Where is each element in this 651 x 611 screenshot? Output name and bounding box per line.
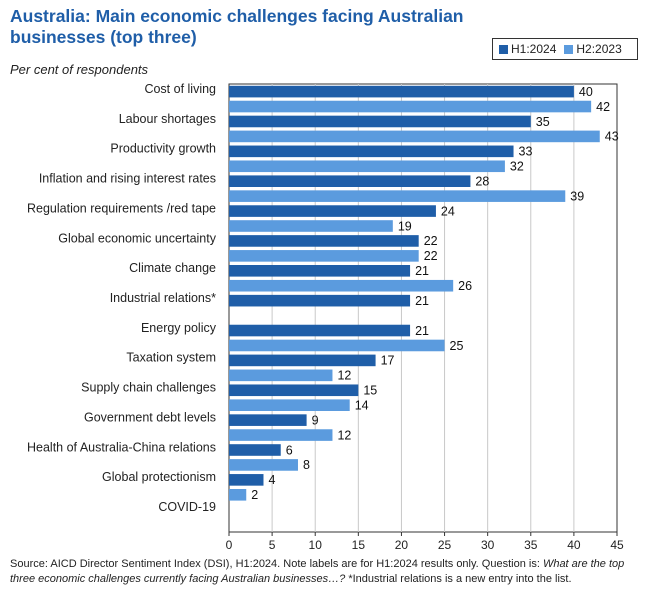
- bar-h2-2023: [229, 190, 566, 202]
- bar-h1-2024: [229, 354, 376, 367]
- x-tick-label: 10: [309, 538, 323, 552]
- category-label: Supply chain challenges: [81, 381, 216, 395]
- bar-h1-2024: [229, 414, 307, 426]
- bar-h2-2023: [229, 160, 505, 173]
- x-tick-label: 25: [438, 538, 452, 552]
- data-label-h1-2024: 6: [286, 443, 293, 457]
- bar-h1-2024: [229, 115, 531, 128]
- bar-h1-2024: [229, 175, 471, 187]
- category-label: Energy policy: [141, 321, 217, 335]
- chart-title: Australia: Main economic challenges faci…: [10, 6, 464, 47]
- data-label-h1-2024: 22: [424, 234, 438, 248]
- x-tick-label: 20: [395, 538, 409, 552]
- bar-h1-2024: [229, 444, 281, 456]
- bar-h1-2024: [229, 145, 514, 158]
- x-tick-label: 5: [269, 538, 276, 552]
- category-label: Regulation requirements /red tape: [27, 201, 216, 215]
- legend: H1:2024 H2:2023: [492, 38, 638, 60]
- data-label-h1-2024: 15: [363, 384, 377, 398]
- data-label-h1-2024: 24: [441, 204, 455, 218]
- bar-h1-2024: [229, 235, 419, 247]
- bar-h1-2024: [229, 85, 574, 98]
- source-note: Source: AICD Director Sentiment Index (D…: [10, 557, 642, 587]
- data-label-h2-2023: 26: [458, 279, 472, 293]
- data-label-h1-2024: 4: [268, 473, 275, 487]
- data-label-h2-2023: 12: [337, 369, 351, 383]
- data-label-h1-2024: 21: [415, 294, 429, 308]
- source-text: Source: AICD Director Sentiment Index (D…: [10, 558, 543, 570]
- source-question: What are the top three economic challeng…: [10, 558, 625, 585]
- bar-h2-2023: [229, 339, 445, 352]
- x-tick-label: 45: [610, 538, 624, 552]
- data-label-h1-2024: 17: [381, 354, 395, 368]
- data-label-h2-2023: 2: [251, 488, 258, 502]
- legend-label-h2-2023: H2:2023: [576, 42, 622, 56]
- data-label-h1-2024: 28: [475, 175, 489, 189]
- bar-h1-2024: [229, 294, 411, 307]
- data-label-h1-2024: 33: [519, 145, 533, 159]
- data-label-h2-2023: 32: [510, 160, 524, 174]
- data-label-h1-2024: 9: [312, 413, 319, 427]
- data-label-h2-2023: 12: [337, 428, 351, 442]
- x-tick-label: 35: [524, 538, 538, 552]
- data-label-h2-2023: 42: [596, 100, 610, 114]
- category-label: Global protectionism: [102, 470, 216, 484]
- data-label-h2-2023: 19: [398, 219, 412, 233]
- bar-h2-2023: [229, 100, 592, 113]
- bar-h2-2023: [229, 130, 600, 143]
- data-label-h2-2023: 14: [355, 399, 369, 413]
- category-label: Taxation system: [126, 351, 216, 365]
- bar-h2-2023: [229, 459, 298, 471]
- bar-h1-2024: [229, 205, 436, 217]
- data-label-h2-2023: 22: [424, 249, 438, 263]
- legend-item-h1-2024: H1:2024: [499, 42, 556, 56]
- source-footnote: *Industrial relations is a new entry int…: [345, 573, 572, 585]
- data-label-h2-2023: 8: [303, 458, 310, 472]
- category-label: Cost of living: [144, 82, 216, 96]
- category-label: Global economic uncertainty: [58, 231, 216, 245]
- category-label: Industrial relations*: [110, 291, 216, 305]
- data-label-h1-2024: 21: [415, 264, 429, 278]
- bar-h2-2023: [229, 429, 333, 441]
- data-label-h1-2024: 35: [536, 115, 550, 129]
- category-label: Government debt levels: [84, 410, 216, 424]
- data-label-h2-2023: 39: [570, 189, 584, 203]
- legend-swatch-h1-2024: [499, 44, 508, 54]
- legend-item-h2-2023: H2:2023: [564, 42, 622, 56]
- bar-h2-2023: [229, 489, 247, 501]
- legend-swatch-h2-2023: [564, 44, 574, 54]
- bar-h1-2024: [229, 265, 411, 277]
- bar-h2-2023: [229, 220, 393, 232]
- bar-h2-2023: [229, 279, 454, 292]
- bar-h2-2023: [229, 399, 350, 411]
- plot-frame: [228, 83, 618, 533]
- bar-h2-2023: [229, 250, 419, 262]
- category-label: Productivity growth: [110, 142, 216, 156]
- bar-h1-2024: [229, 324, 411, 337]
- category-label: Climate change: [129, 261, 216, 275]
- data-label-h2-2023: 25: [450, 339, 464, 353]
- data-label-h1-2024: 40: [579, 85, 593, 99]
- legend-label-h1-2024: H1:2024: [511, 42, 557, 56]
- x-tick-label: 15: [352, 538, 366, 552]
- bar-h1-2024: [229, 384, 359, 397]
- bar-h1-2024: [229, 474, 264, 486]
- data-label-h1-2024: 21: [415, 324, 429, 338]
- x-tick-label: 0: [226, 538, 233, 552]
- data-label-h2-2023: 43: [605, 130, 619, 144]
- category-label: Inflation and rising interest rates: [39, 172, 216, 186]
- x-tick-label: 40: [567, 538, 581, 552]
- category-label: Labour shortages: [119, 112, 216, 126]
- x-tick-label: 30: [481, 538, 495, 552]
- chart-subtitle: Per cent of respondents: [10, 62, 149, 77]
- category-label: Health of Australia-China relations: [27, 440, 216, 454]
- category-label: COVID-19: [158, 500, 216, 514]
- bar-h2-2023: [229, 369, 333, 382]
